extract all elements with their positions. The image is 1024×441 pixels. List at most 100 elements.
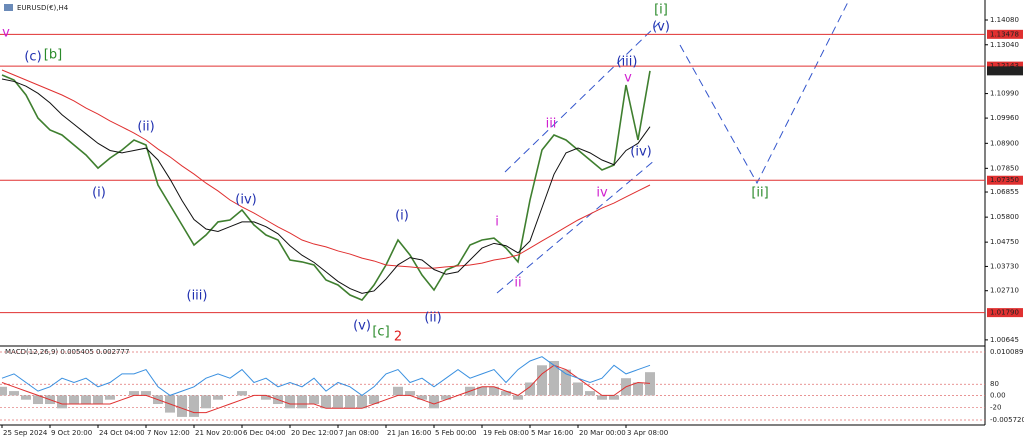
x-tick-label: 5 Mar 16:00 [531, 429, 573, 437]
macd-bar [573, 382, 583, 396]
macd-bar [105, 395, 115, 400]
macd-bar [33, 395, 43, 405]
macd-bar [237, 391, 247, 396]
x-tick-label: 3 Apr 08:00 [627, 429, 668, 437]
wave-label: v [2, 26, 10, 41]
wave-label: v [624, 71, 632, 86]
macd-bar [57, 395, 67, 409]
wave-label: (iii) [187, 289, 208, 304]
macd-bar [357, 395, 367, 409]
macd-bar [213, 395, 223, 400]
macd-bar [501, 391, 511, 396]
y-tick-label: 1.14080 [990, 16, 1019, 24]
level-label: 1.01790 [990, 309, 1019, 317]
y-tick-label: 1.08900 [990, 139, 1019, 147]
macd-bar [333, 395, 343, 409]
wave-label: [ii] [751, 186, 768, 201]
level-label: 1.07350 [990, 176, 1019, 184]
macd-bar [189, 395, 199, 417]
macd-bar [93, 395, 103, 405]
macd-line [1, 364, 651, 414]
macd-tick-label: -20 [990, 403, 1001, 411]
y-tick-label: 1.09960 [990, 114, 1019, 122]
level-tag [987, 61, 1023, 71]
x-tick-label: 7 Nov 12:00 [147, 429, 190, 437]
macd-bar [69, 395, 79, 405]
wave-label: i [495, 215, 499, 230]
wave-label: (iv) [630, 145, 651, 160]
macd-bar [513, 395, 523, 400]
wave-label: (iv) [235, 193, 256, 208]
projection-path [679, 0, 850, 185]
wave-label: (c) [24, 50, 41, 65]
macd-bar [261, 395, 271, 400]
macd-bar [477, 386, 487, 396]
wave-label: (v) [652, 20, 670, 35]
macd-bar [129, 391, 139, 396]
wave-label: iv [596, 186, 608, 201]
macd-bar [285, 395, 295, 409]
macd-bar [561, 369, 571, 396]
macd-bar [645, 372, 655, 396]
x-tick-label: 19 Feb 08:00 [483, 429, 529, 437]
wave-label: [c] [372, 325, 389, 340]
macd-tick-label: 80 [990, 380, 999, 388]
macd-bar [417, 395, 427, 400]
x-tick-label: 20 Mar 00:00 [579, 429, 626, 437]
macd-bar [321, 395, 331, 409]
wave-label: (ii) [424, 311, 441, 326]
level-tag [987, 308, 1023, 318]
macd-bar [21, 395, 31, 400]
wave-label: [i] [654, 3, 668, 18]
macd-bar [597, 395, 607, 400]
last-price-tag [987, 66, 1023, 76]
x-tick-label: 7 Jan 08:00 [339, 429, 379, 437]
symbol-icon [4, 4, 13, 11]
macd-bar [141, 391, 151, 396]
level-tag [987, 29, 1023, 39]
y-tick-label: 1.03730 [990, 262, 1019, 270]
macd-bar [537, 365, 547, 396]
y-tick-label: 1.06855 [990, 188, 1019, 196]
x-tick-label: 21 Jan 16:00 [387, 429, 431, 437]
y-tick-label: 1.10990 [990, 90, 1019, 98]
x-tick-label: 6 Dec 04:00 [243, 429, 286, 437]
macd-bar [369, 395, 379, 405]
wave-label: (v) [353, 319, 371, 334]
wave-label: iii [546, 117, 557, 132]
x-tick-label: 20 Dec 12:00 [291, 429, 338, 437]
channel-lower [496, 159, 656, 294]
macd-bar [429, 395, 439, 409]
macd-bar [633, 382, 643, 396]
macd-bar [81, 395, 91, 405]
y-tick-label: 1.05800 [990, 213, 1019, 221]
wave-label: (iii) [617, 55, 638, 70]
y-tick-label: 1.13040 [990, 41, 1019, 49]
x-tick-label: 9 Oct 20:00 [51, 429, 92, 437]
macd-bar [489, 386, 499, 396]
last-price-label: 1.11944 [990, 67, 1019, 75]
level-label: 1.13478 [990, 30, 1019, 38]
macd-bar [441, 395, 451, 400]
x-tick-label: 21 Nov 20:00 [195, 429, 242, 437]
y-tick-label: 1.00645 [990, 336, 1019, 344]
wave-label: 2 [394, 330, 402, 345]
wave-label: [b] [44, 48, 62, 63]
macd-tick-label: 0.00 [990, 391, 1006, 399]
channel-upper [504, 21, 661, 173]
macd-title: MACD(12,26,9) 0.005405 0.002777 [5, 348, 129, 356]
macd-bar [345, 395, 355, 409]
macd-bar [525, 382, 535, 396]
wave-label: (i) [395, 209, 409, 224]
x-tick-label: 25 Sep 2024 [3, 429, 48, 437]
level-label: 1.12143 [990, 62, 1019, 70]
macd-bar [393, 386, 403, 396]
macd-bar [201, 395, 211, 409]
macd-bar [585, 391, 595, 396]
trend-lines [496, 0, 850, 294]
moving-average [1, 78, 651, 294]
y-tick-label: 1.02710 [990, 287, 1019, 295]
